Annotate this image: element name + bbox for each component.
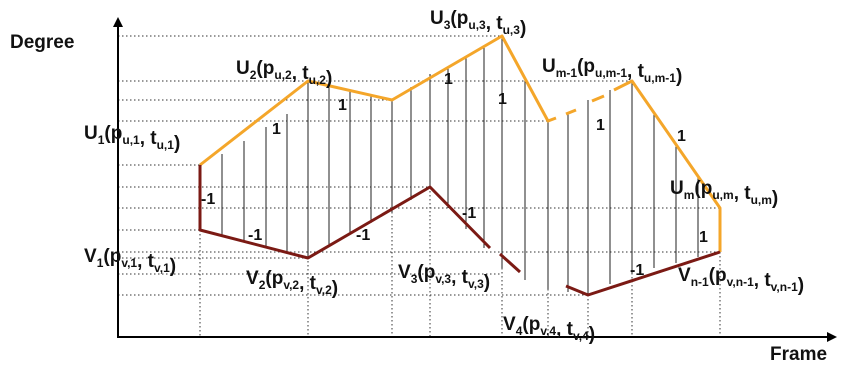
weight-labels-positive: 1 1 1 1 1 1 1 xyxy=(272,71,708,246)
lower-curve xyxy=(198,165,721,297)
upper-point-label: Um-1(pu,m-1, tu,m-1) xyxy=(542,56,682,87)
svg-text:1: 1 xyxy=(596,117,605,134)
svg-text:1: 1 xyxy=(498,91,507,108)
upper-point-label: U1(pu,1, tu,1) xyxy=(84,123,180,154)
svg-text:1: 1 xyxy=(272,121,281,138)
y-axis-title: Degree xyxy=(10,32,74,53)
svg-text:1: 1 xyxy=(699,229,708,246)
svg-text:-1: -1 xyxy=(356,227,370,244)
svg-text:-1: -1 xyxy=(462,205,476,222)
lower-point-label: V2(pv,2, tv,2) xyxy=(246,268,338,299)
upper-point-label: Um(pu,m, tu,m) xyxy=(670,178,778,209)
svg-text:1: 1 xyxy=(338,97,347,114)
lower-point-label: Vn-1(pv,n-1, tv,n-1) xyxy=(678,265,804,296)
upper-point-label: U2(pu,2, tu,2) xyxy=(236,58,332,89)
svg-text:1: 1 xyxy=(444,71,453,88)
lower-point-label: V3(pv,3, tv,3) xyxy=(398,262,490,293)
upper-curve xyxy=(199,34,722,252)
weight-labels-negative: -1 -1 -1 -1 -1 xyxy=(201,191,644,279)
svg-text:1: 1 xyxy=(677,128,686,145)
svg-text:-1: -1 xyxy=(248,227,262,244)
point-labels: U1(pu,1, tu,1) U2(pu,2, tu,2) U3(pu,3, tu,… xyxy=(84,8,804,345)
svg-text:-1: -1 xyxy=(630,262,644,279)
x-axis-title: Frame xyxy=(770,344,827,365)
upper-point-label: U3(pu,3, tu,3) xyxy=(430,8,526,39)
axes xyxy=(113,17,837,342)
lower-point-label: V1(pv,1, tv,1) xyxy=(84,246,176,277)
hatch-lines xyxy=(221,36,721,295)
svg-text:-1: -1 xyxy=(201,191,215,208)
lower-point-label: V4(pv,4, tv,4) xyxy=(503,314,595,345)
